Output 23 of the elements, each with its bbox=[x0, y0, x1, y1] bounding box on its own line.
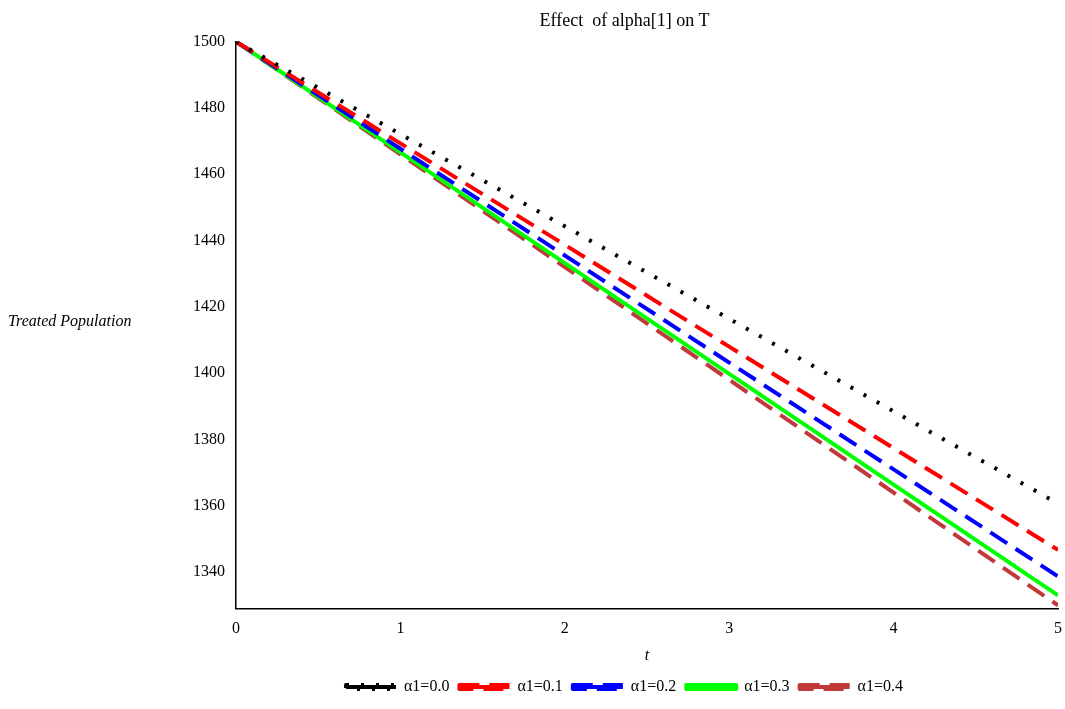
legend-label: α1=0.1 bbox=[517, 677, 563, 695]
x-tick-label: 4 bbox=[889, 619, 898, 637]
y-tick-label: 1340 bbox=[193, 562, 225, 580]
y-tick-label: 1460 bbox=[193, 164, 225, 182]
x-tick-label: 3 bbox=[725, 619, 734, 637]
y-tick-label: 1440 bbox=[193, 230, 225, 248]
chart-title: Effect of alpha[1] on T bbox=[539, 9, 710, 30]
legend-label: α1=0.0 bbox=[403, 677, 450, 695]
x-tick-label: 1 bbox=[396, 619, 405, 637]
y-tick-label: 1420 bbox=[193, 297, 225, 315]
x-tick-label: 2 bbox=[560, 619, 569, 637]
x-tick-label: 5 bbox=[1054, 619, 1062, 637]
x-tick-label: 0 bbox=[232, 619, 240, 637]
y-tick-label: 1480 bbox=[193, 98, 225, 116]
legend-label: α1=0.4 bbox=[857, 677, 904, 695]
legend-label: α1=0.3 bbox=[744, 677, 790, 695]
y-axis-title: Treated Population bbox=[8, 312, 132, 330]
x-axis-title: t bbox=[644, 645, 650, 663]
legend-label: α1=0.2 bbox=[630, 677, 677, 695]
y-tick-label: 1380 bbox=[193, 429, 225, 447]
y-tick-label: 1400 bbox=[193, 363, 225, 381]
y-tick-label: 1500 bbox=[193, 31, 225, 49]
y-tick-label: 1360 bbox=[193, 496, 225, 514]
